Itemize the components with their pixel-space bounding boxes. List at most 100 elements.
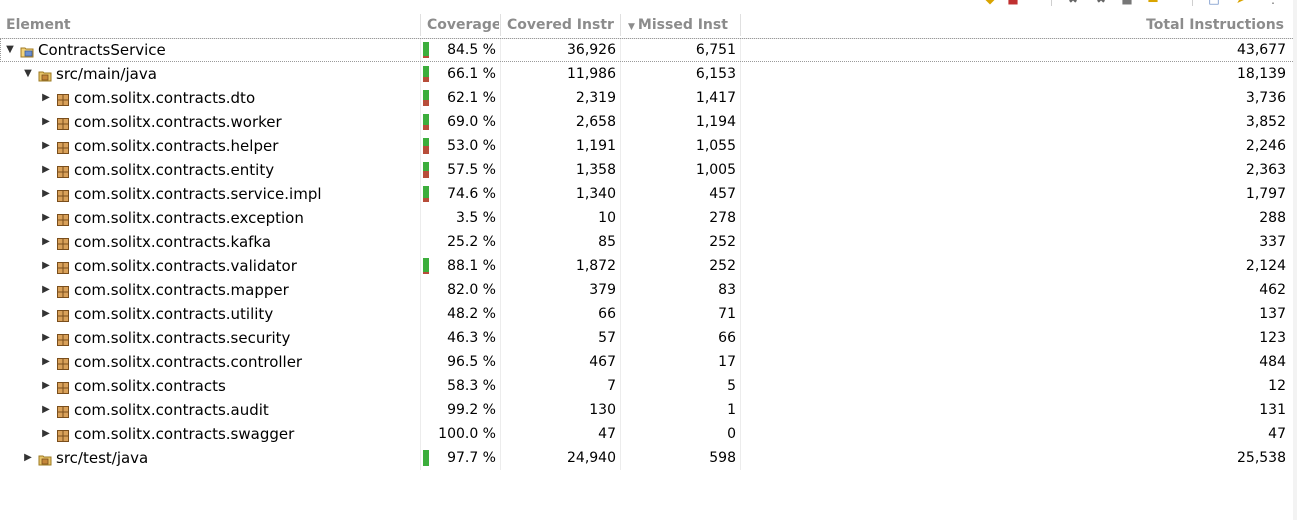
missed-instructions-cell: 252 (620, 230, 740, 254)
new-window-icon[interactable]: □ (1207, 0, 1221, 6)
column-header-coverage[interactable]: Coverage (427, 17, 499, 33)
element-name: com.solitx.contracts.controller (74, 353, 303, 371)
show-legend-icon[interactable]: ■ (1006, 0, 1020, 6)
table-row[interactable]: ▶ com.solitx.contracts.audit 99.2 % 130 … (0, 398, 1297, 422)
collapse-arrow-icon[interactable]: ▼ (6, 44, 14, 55)
total-instructions-cell: 123 (740, 326, 1290, 350)
column-divider[interactable] (420, 14, 421, 36)
table-row[interactable]: ▶ com.solitx.contracts.validator 88.1 % … (0, 254, 1297, 278)
expand-arrow-icon[interactable]: ▶ (42, 236, 50, 247)
column-divider[interactable] (500, 14, 501, 36)
coverage-value: 53.0 % (447, 138, 496, 154)
package-icon (56, 163, 70, 178)
table-row[interactable]: ▶ com.solitx.contracts.exception 3.5 % 1… (0, 206, 1297, 230)
missed-instructions-cell: 17 (620, 350, 740, 374)
covered-instructions-value: 24,940 (567, 450, 616, 466)
expand-arrow-icon[interactable]: ▶ (42, 404, 50, 415)
element-cell: ▼ ContractsService (0, 38, 420, 62)
covered-instructions-cell: 36,926 (500, 38, 620, 62)
total-instructions-value: 337 (1259, 234, 1286, 250)
covered-instructions-cell: 47 (500, 422, 620, 446)
element-name: com.solitx.contracts (74, 377, 226, 395)
coverage-bar (423, 186, 429, 202)
column-header-element[interactable]: Element (6, 17, 71, 33)
column-header-missed-label: Missed Inst (637, 17, 728, 33)
element-name: com.solitx.contracts.kafka (74, 233, 272, 251)
element-name: com.solitx.contracts.mapper (74, 281, 289, 299)
total-instructions-value: 462 (1259, 282, 1286, 298)
missed-instructions-cell: 5 (620, 374, 740, 398)
missed-instructions-value: 1,194 (695, 114, 736, 130)
merge-sessions-icon[interactable]: ■ (1120, 0, 1134, 6)
element-name: com.solitx.contracts.service.impl (74, 185, 322, 203)
table-row[interactable]: ▶ com.solitx.contracts.helper 53.0 % 1,1… (0, 134, 1297, 158)
table-row[interactable]: ▼ src/main/java 66.1 % 11,986 6,153 18,1… (0, 62, 1297, 86)
covered-instructions-cell: 379 (500, 278, 620, 302)
covered-instructions-cell: 1,872 (500, 254, 620, 278)
expand-arrow-icon[interactable]: ▶ (42, 92, 50, 103)
element-cell: ▶ com.solitx.contracts.entity (0, 158, 420, 182)
remove-all-sessions-icon[interactable]: ✖ (1094, 0, 1108, 6)
coverage-cell: 25.2 % (420, 230, 500, 254)
table-row[interactable]: ▶ com.solitx.contracts.utility 48.2 % 66… (0, 302, 1297, 326)
total-instructions-cell: 18,139 (740, 62, 1290, 86)
covered-instructions-value: 66 (598, 306, 616, 322)
table-row[interactable]: ▶ com.solitx.contracts 58.3 % 7 5 12 (0, 374, 1297, 398)
expand-arrow-icon[interactable]: ▶ (42, 356, 50, 367)
missed-instructions-value: 71 (718, 306, 736, 322)
remove-session-icon[interactable]: ✖ (1066, 0, 1080, 6)
coverage-tree-table[interactable]: ▼ ContractsService 84.5 % 36,926 6,751 4… (0, 38, 1297, 470)
expand-arrow-icon[interactable]: ▶ (42, 308, 50, 319)
coverage-value: 74.6 % (447, 186, 496, 202)
coverage-cell: 57.5 % (420, 158, 500, 182)
coverage-bar-covered (423, 114, 429, 125)
table-row[interactable]: ▶ com.solitx.contracts.worker 69.0 % 2,6… (0, 110, 1297, 134)
table-row[interactable]: ▶ com.solitx.contracts.dto 62.1 % 2,319 … (0, 86, 1297, 110)
expand-arrow-icon[interactable]: ▶ (42, 428, 50, 439)
expand-arrow-icon[interactable]: ▶ (42, 380, 50, 391)
package-icon (56, 403, 70, 418)
expand-arrow-icon[interactable]: ▶ (42, 140, 50, 151)
column-divider[interactable] (620, 14, 621, 36)
missed-instructions-cell: 0 (620, 422, 740, 446)
column-header-covered-instructions[interactable]: Covered Instr (507, 17, 614, 33)
total-instructions-cell: 1,797 (740, 182, 1290, 206)
import-icon[interactable]: ➤ (1234, 0, 1248, 6)
coverage-cell: 74.6 % (420, 182, 500, 206)
expand-arrow-icon[interactable]: ▶ (42, 284, 50, 295)
package-icon (56, 307, 70, 322)
menu-icon[interactable]: ⋮ (1266, 0, 1280, 6)
expand-arrow-icon[interactable]: ▶ (42, 164, 50, 175)
expand-arrow-icon[interactable]: ▶ (24, 452, 32, 463)
package-icon (56, 427, 70, 442)
expand-arrow-icon[interactable]: ▶ (42, 332, 50, 343)
project-icon (20, 43, 34, 58)
table-row[interactable]: ▶ src/test/java 97.7 % 24,940 598 25,538 (0, 446, 1297, 470)
column-divider[interactable] (740, 14, 741, 36)
expand-arrow-icon[interactable]: ▶ (42, 212, 50, 223)
table-row[interactable]: ▶ com.solitx.contracts.swagger 100.0 % 4… (0, 422, 1297, 446)
toolbar-separator (1192, 0, 1193, 6)
table-row[interactable]: ▶ com.solitx.contracts.mapper 82.0 % 379… (0, 278, 1297, 302)
column-header-total-instructions[interactable]: Total Instructions (1146, 17, 1284, 33)
export-icon[interactable]: ▬ (1146, 0, 1160, 6)
column-header-missed-instructions[interactable]: ▼ Missed Inst (628, 12, 740, 38)
covered-instructions-value: 1,872 (575, 258, 616, 274)
coverage-bar-covered (423, 90, 429, 100)
table-row[interactable]: ▶ com.solitx.contracts.service.impl 74.6… (0, 182, 1297, 206)
table-row[interactable]: ▶ com.solitx.contracts.controller 96.5 %… (0, 350, 1297, 374)
source-folder-icon (38, 67, 52, 82)
vertical-scrollbar-track[interactable] (1293, 0, 1297, 520)
collapse-all-icon[interactable]: ◆ (983, 0, 997, 6)
expand-arrow-icon[interactable]: ▶ (42, 188, 50, 199)
missed-instructions-value: 598 (709, 450, 736, 466)
element-cell: ▶ com.solitx.contracts.service.impl (0, 182, 420, 206)
coverage-value: 48.2 % (447, 306, 496, 322)
table-row[interactable]: ▶ com.solitx.contracts.kafka 25.2 % 85 2… (0, 230, 1297, 254)
collapse-arrow-icon[interactable]: ▼ (24, 68, 32, 79)
expand-arrow-icon[interactable]: ▶ (42, 260, 50, 271)
table-row[interactable]: ▶ com.solitx.contracts.entity 57.5 % 1,3… (0, 158, 1297, 182)
expand-arrow-icon[interactable]: ▶ (42, 116, 50, 127)
table-row[interactable]: ▼ ContractsService 84.5 % 36,926 6,751 4… (0, 38, 1297, 62)
table-row[interactable]: ▶ com.solitx.contracts.security 46.3 % 5… (0, 326, 1297, 350)
